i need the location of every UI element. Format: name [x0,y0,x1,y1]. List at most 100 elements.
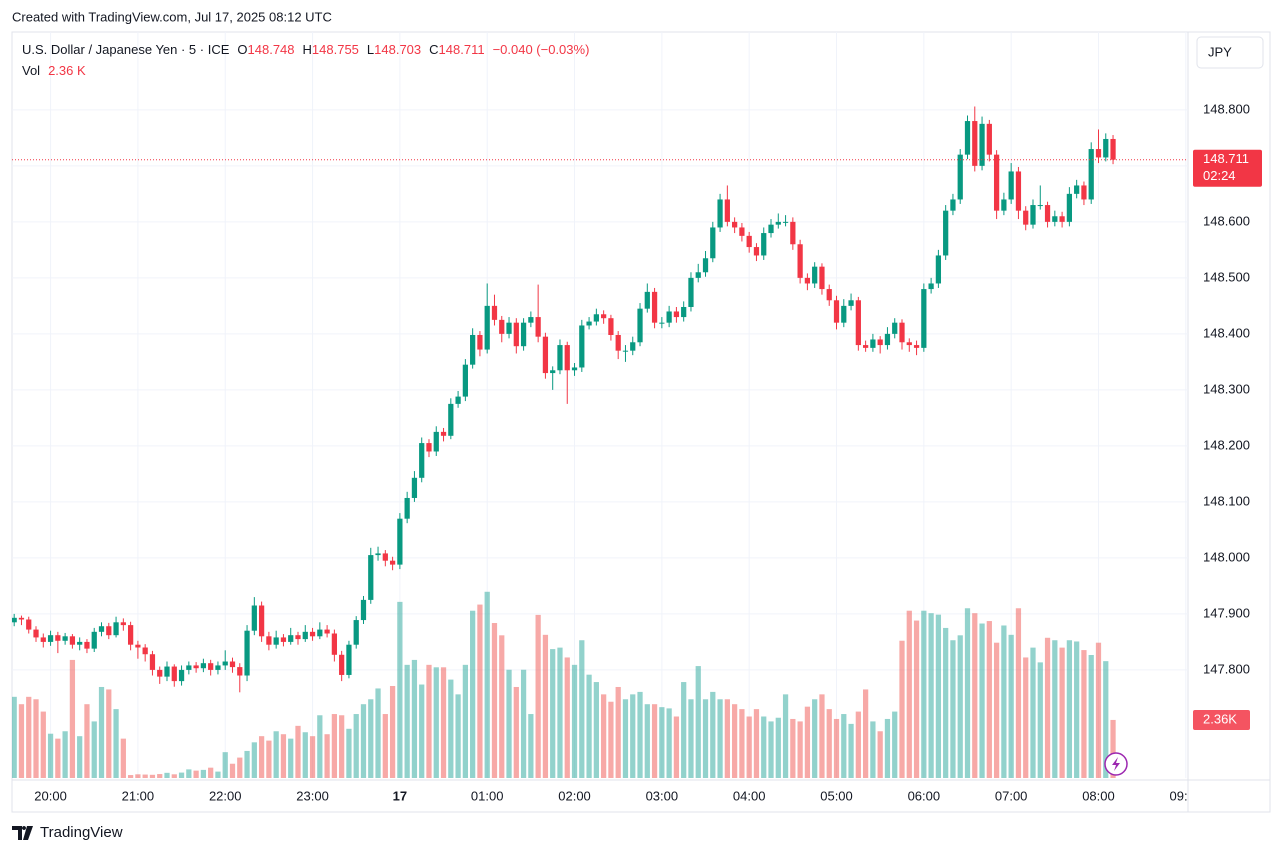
volume-bar [666,708,672,778]
volume-bar [710,691,716,778]
x-tick-label: 02:00 [558,788,591,803]
candle-body [302,631,308,640]
candle-body [768,224,774,234]
volume-bar [790,718,796,778]
volume-bar [360,704,367,778]
volume-bar [353,714,359,778]
volume-bar [244,750,250,778]
candle-body [164,666,170,677]
volume-bar [557,647,563,778]
x-tick-label: 22:00 [209,788,242,803]
candle-body [98,626,105,632]
volume-bar [972,613,978,778]
candle-body [1030,205,1036,225]
candle-body [440,431,447,436]
x-tick-label: 08:00 [1082,788,1115,803]
candle-body [593,314,599,322]
candle-body [535,317,541,337]
volume-bar [142,774,148,778]
volume-bar [506,669,512,778]
y-tick-label: 148.600 [1203,213,1250,228]
volume-bar [339,715,345,778]
brand: TradingView [40,824,123,841]
candle-body [77,641,83,645]
volume-bar [1044,637,1051,778]
candle-body [127,625,134,645]
candle-body [331,633,338,655]
candle-body [491,305,498,320]
candle-body [113,622,119,636]
volume-bar [462,664,468,778]
candle-body [892,322,898,334]
candle-body [273,637,279,645]
volume-bar [18,704,25,778]
candle-body [1052,216,1058,222]
candle-body [651,291,658,323]
volume-bar [62,731,68,778]
candle-body [106,626,112,636]
volume-bar [993,642,1000,778]
volume-bar [215,771,221,778]
volume-bar [826,709,832,778]
candle-body [928,283,934,290]
candle-body [200,663,207,669]
volume-bar [855,711,861,778]
candle-body [921,289,927,348]
candle-body [528,317,534,323]
price-badge-value: 148.711 [1203,151,1249,166]
volume-bar [40,711,46,778]
volume-bar [433,667,439,778]
candle-body [455,396,461,404]
candle-body [688,277,694,307]
ohlc-value: 148.711 [439,42,485,57]
candle-body [564,345,570,371]
volume-bar [593,682,599,778]
candle-body [353,620,359,645]
volume-bar [921,610,927,778]
volume-bar [346,728,352,778]
y-tick-label: 147.800 [1203,661,1250,676]
currency-button[interactable] [1196,36,1264,69]
candle-body [1103,138,1109,158]
candle-body [637,308,643,343]
countdown: 02:24 [1203,168,1236,183]
candle-body [91,631,97,649]
candle-body [157,669,163,677]
candle-body [630,342,636,351]
candle-body [848,300,854,306]
volume-bar [659,707,665,778]
candle-body [819,266,825,290]
candle-body [877,339,883,346]
candles [12,106,1116,693]
candle-body [266,636,272,645]
volume-bar [608,701,614,778]
x-tick-label: 07:00 [995,788,1028,803]
candle-body [579,325,585,368]
volume-bar [950,640,956,778]
candle-body [986,123,992,155]
currency[interactable]: JPY [1208,44,1232,59]
candle-body [550,370,556,374]
candle-body [149,654,156,670]
candle-body [943,210,949,256]
price-axis: 147.800 147.900 148.000 148.100 148.200 148.3… [1203,101,1250,676]
candle-body [666,311,672,323]
volume-bar [957,635,963,778]
volume-bar [586,674,592,778]
candle-body [1008,171,1014,200]
brand-logo [12,826,33,840]
volume-bar [127,775,134,778]
volume-bar [186,769,192,778]
volume-bar [804,706,811,778]
volume-bar [106,689,112,778]
candle-body [710,227,716,259]
candle-body [586,321,592,326]
x-tick-label: 20:00 [34,788,67,803]
volume-bar [484,591,490,778]
candle-body [419,443,425,478]
candle-body [375,553,381,556]
volume-bar [601,694,607,778]
candle-body [288,635,294,642]
y-tick-label: 148.200 [1203,437,1250,452]
volume-bar [440,667,447,778]
